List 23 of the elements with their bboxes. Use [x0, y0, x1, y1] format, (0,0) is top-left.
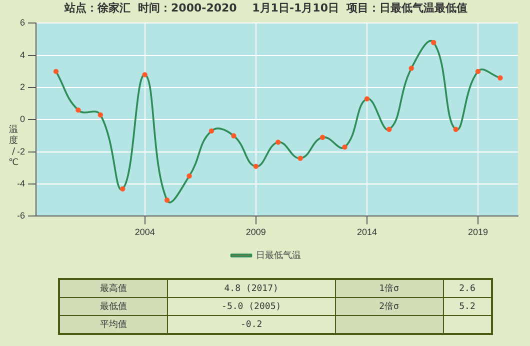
y-tick-label: -4: [16, 178, 25, 189]
y-tick-label: 6: [20, 18, 25, 28]
text: -0.2: [168, 316, 336, 334]
chart-title: 站点：徐家汇 时间：2000-2020 1月1日-1月10日 项目：日最低气温最低值: [63, 1, 468, 14]
text: -5.0 (2005): [168, 298, 336, 316]
x-tick-label: 2004: [134, 227, 155, 238]
x-tick-label: 2019: [468, 227, 488, 238]
text: 1倍σ: [335, 279, 443, 298]
x-tick-label: 2014: [356, 227, 377, 238]
y-tick-label: -2: [16, 146, 25, 156]
y-tick-label: 4: [20, 50, 25, 60]
text: 最低值: [59, 298, 168, 316]
text: 5.2: [443, 298, 492, 316]
legend-label: 日最低气温: [256, 250, 301, 260]
text: 平均值: [59, 316, 168, 334]
text: 2.6: [443, 279, 492, 298]
text: 2倍σ: [335, 298, 443, 316]
x-tick-label: 2009: [246, 227, 266, 238]
text: 4.8 (2017): [168, 279, 336, 298]
text: 最高值: [59, 279, 168, 298]
y-tick-label: -6: [16, 210, 25, 221]
y-tick-label: 0: [20, 114, 25, 124]
y-tick-label: 2: [20, 82, 25, 92]
